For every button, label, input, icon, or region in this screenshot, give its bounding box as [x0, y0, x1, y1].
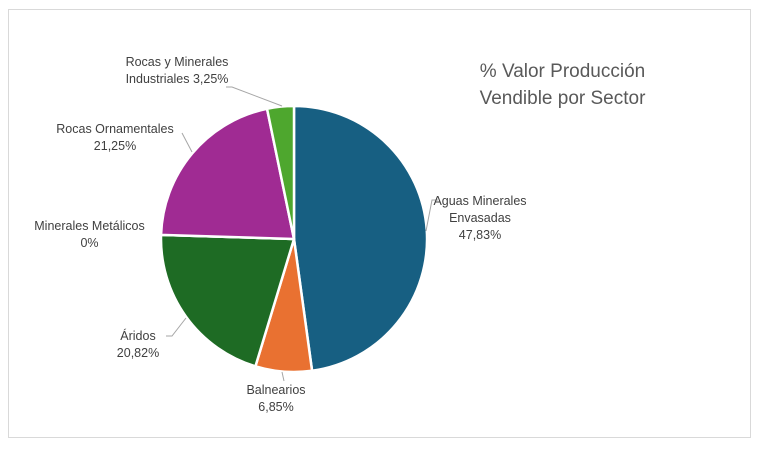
- chart-title: % Valor Producción Vendible por Sector: [455, 58, 670, 112]
- label-rocas-ornamentales: Rocas Ornamentales 21,25%: [56, 122, 174, 153]
- pie-slice-rocas-y-minerales-industriales: [265, 104, 296, 241]
- pie-slice-áridos: [159, 233, 296, 368]
- leader-line: [181, 132, 193, 153]
- leader-line: [425, 199, 438, 232]
- chart-title-line-1: % Valor Producción: [479, 61, 646, 82]
- pie-slice-aguas-minerales-envasadas: [292, 104, 429, 373]
- leader-line: [226, 86, 283, 107]
- label-aridos: Áridos 20,82%: [116, 329, 160, 360]
- leader-line: [281, 371, 285, 382]
- leader-line: [166, 317, 187, 337]
- label-minerales-metalicos: Minerales Metálicos 0%: [34, 219, 145, 250]
- label-aguas-minerales: Aguas Minerales Envasadas 47,83%: [433, 194, 527, 242]
- pie-slice-rocas-ornamentales: [159, 107, 296, 241]
- label-balnearios: Balnearios 6,85%: [246, 383, 306, 414]
- label-rocas-minerales-industriales: Rocas y Minerales Industriales 3,25%: [125, 55, 229, 86]
- chart-title-line-2: Vendible por Sector: [479, 88, 646, 109]
